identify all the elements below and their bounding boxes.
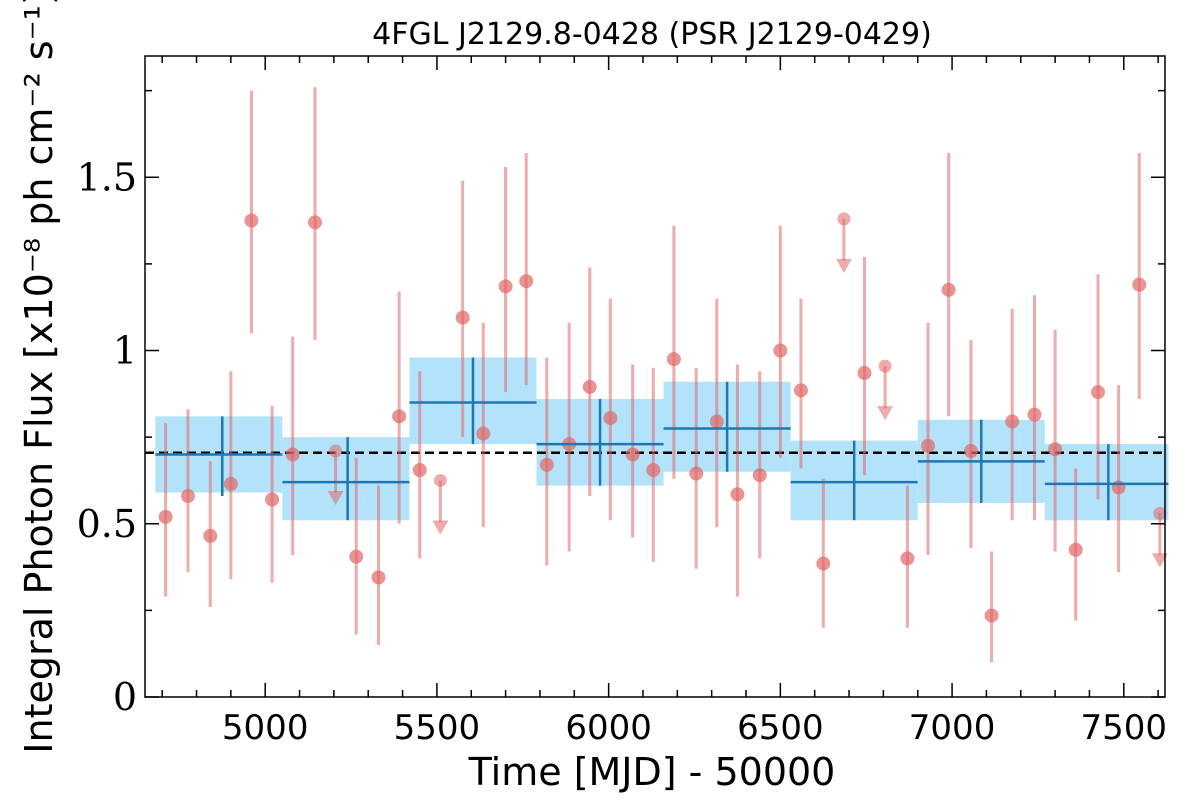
flux-point [1132,277,1147,292]
annual-bands [155,357,1169,521]
flux-point [203,528,218,543]
flux-point [984,608,999,623]
upper-limit-arrow [432,520,449,535]
annual-band [1044,444,1169,521]
flux-point [180,489,195,504]
y-tick-label: 0.5 [77,502,137,546]
flux-point [244,213,259,228]
flux-point [1068,542,1083,557]
flux-point [1005,414,1020,429]
flux-point [857,366,872,381]
flux-point [1111,480,1126,495]
chart-title: 4FGL J2129.8-0428 (PSR J2129-0429) [372,17,932,52]
x-tick-label: 7000 [909,708,996,748]
y-axis-label: Integral Photon Flux [x10⁻⁸ ph cm⁻² s⁻¹] [17,0,61,754]
y-tick-label: 0 [113,675,137,719]
flux-point [476,426,491,441]
flux-point [498,279,513,294]
flux-point [349,549,364,564]
y-axis: 0 0.5 1 1.5 [77,89,1165,719]
flux-point [519,274,534,289]
flux-point [646,463,661,478]
annual-bin-markers [155,357,1169,521]
y-tick-label: 1 [113,329,137,373]
flux-point [921,438,936,453]
annual-band [282,437,410,521]
flux-point [963,443,978,458]
flux-point [730,487,745,502]
flux-point [539,457,554,472]
x-tick-label: 6000 [565,708,652,748]
flux-point [455,310,470,325]
flux-point [689,466,704,481]
y-tick-label: 1.5 [77,155,137,199]
flux-point [1027,407,1042,422]
flux-point [412,463,427,478]
flux-point [308,215,322,230]
short-bin-points [158,87,1168,663]
flux-point [158,509,173,524]
flux-point [285,447,300,462]
x-axis: 5000 5500 6000 6500 7000 7500 [161,56,1168,748]
flux-point [900,551,915,566]
flux-point [223,476,238,491]
flux-point [603,411,618,426]
flux-point [666,352,681,367]
x-tick-label: 6500 [737,708,824,748]
flux-point [793,383,808,398]
flux-point [371,570,386,585]
flux-point [625,447,640,462]
upper-limit-arrow [327,490,344,505]
upper-limit-arrow [877,406,894,421]
flux-point [392,409,407,424]
flux-point [773,343,788,358]
upper-limit-arrow [835,258,852,273]
flux-point [752,468,767,483]
flux-point [941,282,956,297]
flux-point [265,492,280,507]
flux-point [1048,442,1063,457]
upper-limit-arrow [1151,553,1168,568]
x-axis-label: Time [MJD] - 50000 [468,750,836,794]
flux-point [1091,385,1106,400]
x-tick-label: 5500 [394,708,481,748]
x-tick-label: 7500 [1081,708,1168,748]
flux-point [582,379,597,394]
x-tick-label: 5000 [222,708,309,748]
plot-frame [144,55,1166,698]
flux-point [816,556,831,571]
flux-point [709,414,724,429]
